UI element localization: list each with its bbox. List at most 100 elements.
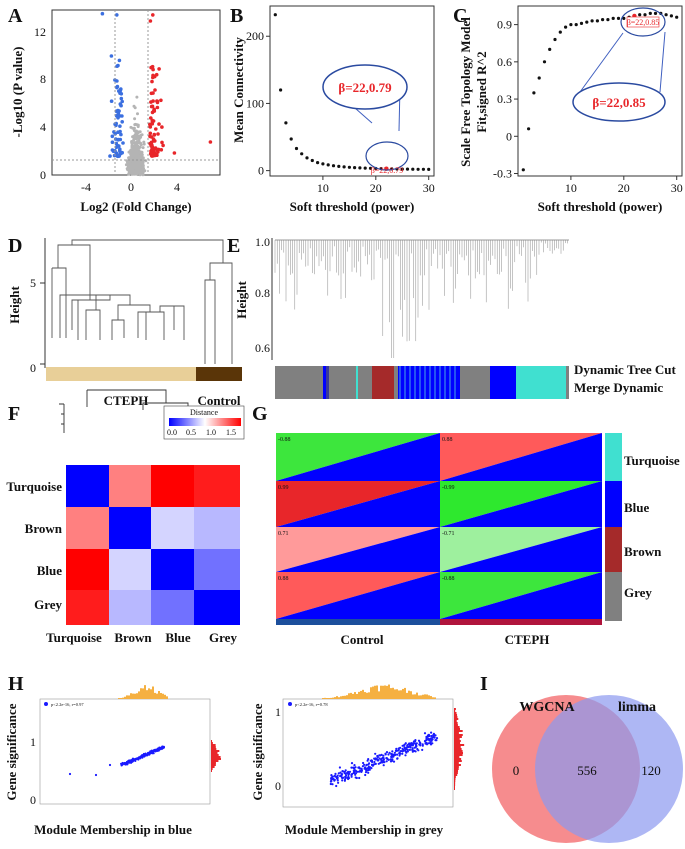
gene-point <box>342 776 345 779</box>
module-segment <box>566 366 569 399</box>
gene-point <box>427 742 430 745</box>
gene-point <box>333 779 336 782</box>
gene-point <box>363 763 366 766</box>
soft-threshold-point <box>653 11 658 15</box>
histogram-bar <box>454 786 455 788</box>
gene-point <box>364 773 367 777</box>
limma-label: limma <box>618 700 656 715</box>
gene-point <box>382 758 385 761</box>
mm-blue-ytick: 0 <box>30 793 36 807</box>
histogram-bar <box>326 698 328 699</box>
volcano-point-ns <box>143 169 147 173</box>
gene-point <box>340 774 343 778</box>
distance-heatmap-cell <box>194 549 240 590</box>
histogram-bar <box>118 698 120 699</box>
histogram-bar <box>390 688 392 699</box>
histogram-bar <box>454 758 462 760</box>
module-segment <box>460 366 490 399</box>
volcano-point-ns <box>138 145 142 149</box>
soft-threshold-point <box>411 167 415 171</box>
gene-point <box>330 774 333 777</box>
histogram-bar <box>142 688 144 699</box>
mm-grey-points <box>329 731 439 788</box>
soft-threshold-point <box>611 16 615 20</box>
mm-blue-points <box>68 745 165 777</box>
mm-blue-frame <box>39 698 211 805</box>
distance-heatmap-cell <box>66 507 109 549</box>
gene-point <box>434 739 437 742</box>
module-segment <box>275 366 323 399</box>
histogram-bar <box>392 687 394 699</box>
gene-point <box>121 763 124 766</box>
histogram-bar <box>211 742 213 744</box>
gene-point <box>373 757 376 760</box>
scale-free-ytick: 0 <box>506 129 512 143</box>
soft-threshold-point <box>590 19 594 23</box>
gene-point <box>135 757 139 761</box>
gene-point <box>145 754 148 757</box>
gene-point <box>122 762 125 765</box>
gene-point <box>411 748 414 751</box>
module-segment <box>394 366 398 399</box>
trait-correlation-value: 0.99 <box>278 485 289 491</box>
scale-free-xtick: 10 <box>565 181 577 195</box>
gene-point <box>341 770 344 773</box>
gene-point <box>384 752 387 755</box>
histogram-bar <box>336 696 338 699</box>
volcano-point-up <box>159 148 164 152</box>
gene-point <box>434 734 437 737</box>
volcano-point-down <box>118 129 122 134</box>
heatmap-row-label: Brown <box>25 521 63 536</box>
volcano-point-ns <box>125 167 129 171</box>
soft-threshold-point <box>337 164 341 168</box>
histogram-bar <box>454 750 463 752</box>
histogram-bar <box>420 695 422 699</box>
heatmap-row-label: Turquoise <box>6 479 62 494</box>
gene-point <box>365 764 368 767</box>
mm-grey-ytick: 0 <box>275 779 281 793</box>
gene-point <box>424 739 427 742</box>
histogram-bar <box>211 752 218 754</box>
histogram-bar <box>122 697 124 699</box>
histogram-bar <box>454 752 464 754</box>
volcano-point-down <box>120 120 124 124</box>
gene-point <box>421 748 424 752</box>
histogram-bar <box>334 697 336 699</box>
gene-point <box>399 746 402 749</box>
gene-point <box>350 766 353 769</box>
histogram-bar <box>150 689 152 699</box>
gene-point <box>338 766 341 769</box>
volcano-point-ns <box>136 123 140 127</box>
module-label: Grey <box>624 585 652 600</box>
soft-threshold-point <box>331 164 336 168</box>
heatmap-col-label: Brown <box>114 630 152 645</box>
scale-free-xtick: 30 <box>671 181 683 195</box>
gene-point <box>417 739 421 742</box>
histogram-bar <box>328 697 330 699</box>
histogram-bar <box>166 696 168 699</box>
gene-point <box>405 746 408 749</box>
mean-connectivity-frame <box>269 5 435 177</box>
soft-threshold-point <box>548 47 552 52</box>
soft-threshold-point <box>416 167 420 171</box>
histogram-bar <box>454 788 455 790</box>
soft-threshold-point <box>558 30 562 34</box>
mean-connectivity-xlabel: Soft threshold (power) <box>290 199 415 214</box>
histogram-bar <box>388 684 390 699</box>
histogram-bar <box>432 697 434 699</box>
volcano-point-up <box>151 119 156 123</box>
histogram-bar <box>374 685 376 699</box>
volcano-point-ns <box>139 141 143 145</box>
callout-small-value: β=22,0.79 <box>371 166 404 175</box>
histogram-bar <box>164 694 166 699</box>
histogram-bar <box>356 693 358 699</box>
gene-point <box>350 775 353 778</box>
soft-threshold-point <box>542 60 547 64</box>
volcano-point-outlier <box>115 13 119 17</box>
gene-point <box>395 749 398 753</box>
grey-module-swatch <box>605 572 622 621</box>
callout-ellipse <box>322 64 408 110</box>
panel-e: E 1.0 0.8 0.6 Dynamic Tree Cut Merge Dyn… <box>227 235 676 399</box>
soft-threshold-point <box>527 127 531 131</box>
soft-threshold-point <box>347 165 351 169</box>
